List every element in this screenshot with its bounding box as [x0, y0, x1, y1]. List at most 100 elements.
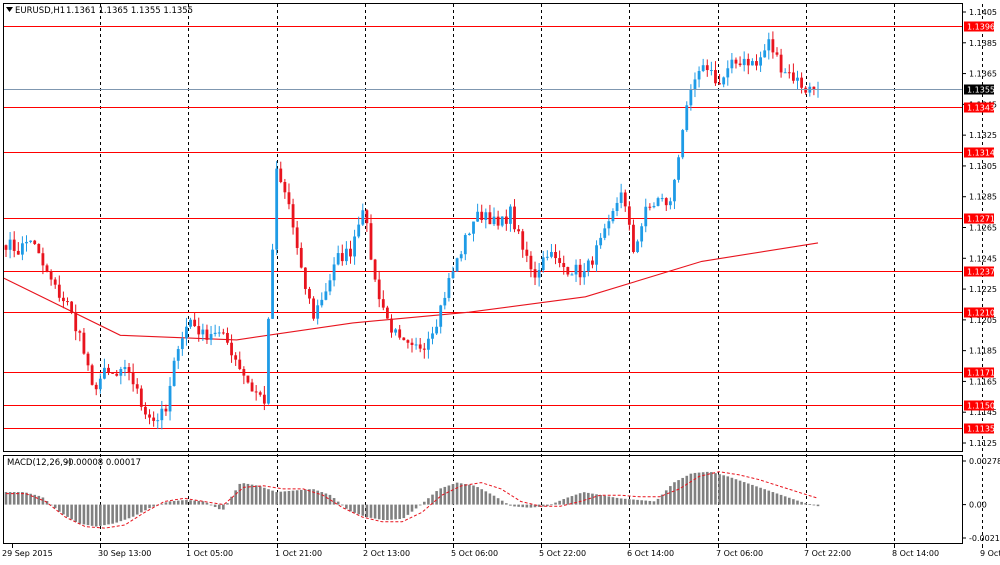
macd-histogram-bar [193, 501, 196, 505]
macd-histogram-bar [394, 505, 397, 520]
macd-histogram-bar [780, 495, 783, 505]
candle[interactable] [267, 317, 270, 404]
macd-histogram-bar [165, 502, 168, 504]
level-price-label: 1.1210 [967, 309, 995, 318]
macd-histogram-bar [267, 489, 270, 504]
candle[interactable] [636, 240, 639, 254]
macd-histogram-bar [554, 503, 557, 505]
time-tick-label: 2 Oct 13:00 [363, 549, 410, 558]
macd-histogram-bar [767, 491, 770, 505]
macd-histogram-bar [54, 505, 57, 509]
level-price-label: 1.1271 [967, 215, 995, 224]
macd-histogram-bar [226, 503, 229, 504]
macd-histogram-bar [763, 489, 766, 504]
macd-histogram-bar [714, 473, 717, 504]
macd-histogram-bar [136, 505, 139, 515]
macd-histogram-bar [411, 505, 414, 512]
candle[interactable] [456, 258, 459, 272]
candle[interactable] [386, 306, 389, 319]
macd-histogram-bar [526, 505, 529, 508]
macd-histogram-bar [456, 483, 459, 505]
candle[interactable] [173, 357, 176, 386]
macd-tick-label: 0.00278 [969, 457, 1000, 466]
macd-histogram-bar [419, 505, 422, 506]
macd-histogram-bar [558, 501, 561, 505]
time-tick-label: 9 Oct 06:00 [980, 549, 1000, 558]
macd-histogram-bar [468, 485, 471, 505]
macd-histogram-bar [185, 500, 188, 505]
macd-histogram-bar [42, 497, 45, 504]
macd-histogram-bar [214, 505, 217, 507]
macd-histogram-bar [452, 484, 455, 505]
candle[interactable] [685, 101, 688, 132]
macd-histogram-bar [489, 493, 492, 504]
candle[interactable] [91, 364, 94, 386]
macd-histogram-bar [325, 493, 328, 504]
macd-histogram-bar [66, 505, 69, 517]
macd-histogram-bar [234, 490, 237, 504]
macd-histogram-bar [169, 501, 172, 504]
macd-histogram-bar [661, 495, 664, 505]
macd-histogram-bar [402, 505, 405, 518]
price-tick-label: 1.1265 [969, 224, 997, 233]
macd-tick-label: 0.00 [969, 501, 987, 510]
candle[interactable] [275, 161, 278, 255]
candle[interactable] [111, 372, 114, 374]
level-price-label: 1.1396 [967, 23, 995, 32]
macd-label: MACD(12,26,9) [7, 458, 72, 468]
candle[interactable] [374, 259, 377, 282]
macd-histogram-bar [38, 496, 41, 505]
macd-histogram-bar [386, 505, 389, 520]
macd-histogram-bar [189, 500, 192, 504]
macd-histogram-bar [275, 492, 278, 505]
macd-histogram-bar [608, 496, 611, 504]
macd-histogram-bar [152, 505, 155, 507]
macd-histogram-bar [595, 494, 598, 504]
macd-histogram-bar [755, 486, 758, 504]
macd-histogram-bar [509, 505, 512, 506]
macd-histogram-bar [243, 483, 246, 504]
candle[interactable] [271, 244, 274, 319]
macd-histogram-bar [415, 505, 418, 509]
macd-histogram-bar [542, 505, 545, 507]
current-price-label: 1.1355 [967, 86, 995, 95]
candle[interactable] [140, 385, 143, 410]
macd-histogram-bar [91, 505, 94, 526]
macd-histogram-bar [665, 490, 668, 504]
candle[interactable] [681, 129, 684, 159]
time-tick-label: 8 Oct 14:00 [892, 549, 939, 558]
macd-histogram-bar [255, 485, 258, 504]
candle[interactable] [37, 243, 40, 253]
price-tick-label: 1.1405 [969, 8, 997, 17]
symbol-label: EURUSD,H1 [15, 6, 65, 16]
macd-histogram-bar [562, 499, 565, 505]
macd-histogram-bar [808, 504, 811, 505]
time-tick-label: 5 Oct 22:00 [539, 549, 586, 558]
macd-histogram-bar [530, 505, 533, 508]
time-tick-label: 30 Sep 13:00 [98, 549, 151, 558]
ohlc-values: 1.1361 1.1365 1.1355 1.1355 [66, 6, 193, 16]
candle[interactable] [677, 155, 680, 183]
candle[interactable] [312, 296, 315, 321]
macd-histogram-bar [407, 505, 410, 515]
macd-histogram-bar [271, 491, 274, 505]
candle[interactable] [501, 216, 504, 227]
macd-histogram-bar [497, 498, 500, 504]
macd-histogram-bar [95, 505, 98, 527]
macd-histogram-bar [726, 476, 729, 504]
candle[interactable] [402, 337, 405, 340]
level-price-label: 1.1171 [967, 369, 995, 378]
candle[interactable] [657, 197, 660, 207]
price-tick-label: 1.1185 [969, 347, 997, 356]
macd-histogram-bar [567, 497, 570, 504]
macd-histogram-bar [480, 489, 483, 504]
macd-histogram-bar [649, 501, 652, 505]
macd-histogram-bar [202, 501, 205, 504]
macd-histogram-bar [521, 505, 524, 508]
macd-histogram-bar [210, 505, 213, 506]
macd-histogram-bar [706, 472, 709, 505]
macd-histogram-bar [337, 502, 340, 505]
macd-histogram-bar [304, 490, 307, 505]
